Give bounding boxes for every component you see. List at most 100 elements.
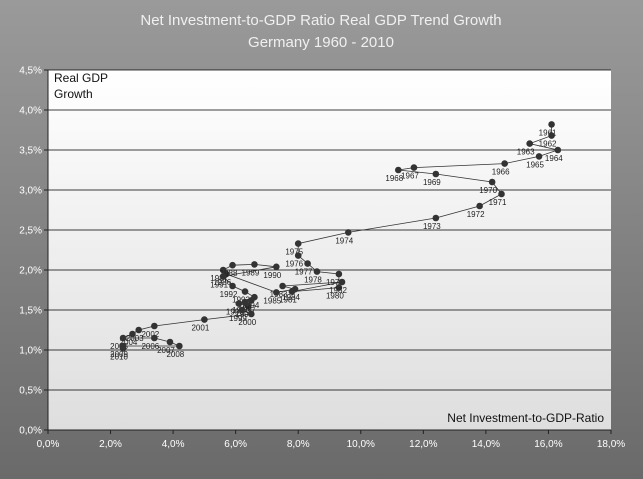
data-point-2010 (119, 345, 127, 352)
x-tick-label: 6,0% (224, 439, 247, 450)
data-point-1966 (501, 160, 508, 167)
data-point-2006 (151, 334, 158, 342)
point-label-1974: 1974 (335, 236, 353, 245)
y-tick-label: 2,0% (19, 266, 42, 277)
point-label-1962: 1962 (539, 140, 557, 149)
data-point-1990 (273, 263, 280, 271)
point-label-2006: 2006 (141, 342, 159, 351)
data-point-1993 (241, 288, 249, 295)
y-tick-label: 0,5% (19, 386, 42, 397)
point-label-1966: 1966 (492, 168, 510, 177)
point-label-1978: 1978 (304, 276, 322, 285)
data-point-1968 (395, 166, 402, 174)
point-label-1975: 1975 (285, 248, 303, 257)
data-point-1977 (304, 260, 311, 267)
y-axis-label-line-1: Real GDP (54, 71, 108, 85)
gridlines (44, 69, 612, 434)
point-label-1995: 1995 (226, 308, 244, 317)
y-tick-label: 2,5% (19, 226, 42, 237)
x-tick-label: 2,0% (99, 439, 122, 450)
point-label-1972: 1972 (467, 210, 485, 219)
data-point-2004 (129, 330, 136, 338)
data-point-1982 (338, 278, 346, 286)
data-point-1998 (241, 298, 249, 306)
data-point-1961 (548, 121, 555, 128)
x-tick-label: 18,0% (597, 439, 625, 450)
point-label-2010: 2010 (110, 352, 128, 361)
data-point-2000 (248, 310, 255, 318)
y-tick-label: 3,0% (19, 186, 42, 197)
plot-area (48, 70, 611, 430)
point-label-1987: 1987 (210, 274, 228, 283)
point-label-1984: 1984 (282, 293, 300, 302)
point-label-1968: 1968 (385, 174, 403, 183)
point-label-1996: 1996 (235, 310, 253, 319)
point-label-1976: 1976 (285, 260, 303, 269)
point-label-1992: 1992 (220, 290, 238, 299)
point-label-2002: 2002 (141, 330, 159, 339)
data-point-1970 (488, 178, 496, 186)
data-point-1980 (335, 284, 343, 291)
data-point-1978 (313, 268, 321, 275)
data-point-2002 (151, 322, 158, 330)
data-point-1997 (248, 297, 255, 304)
data-point-2001 (201, 316, 208, 323)
point-label-1982: 1982 (329, 286, 347, 295)
point-label-1970: 1970 (479, 186, 497, 195)
x-tick-label: 16,0% (534, 439, 562, 450)
y-tick-label: 3,5% (19, 146, 42, 157)
data-point-1965 (535, 153, 543, 160)
point-label-1991: 1991 (210, 280, 228, 289)
data-point-1985 (273, 289, 280, 296)
data-point-2005 (119, 334, 127, 342)
point-label-1961: 1961 (539, 128, 557, 137)
chart-title: Net Investment-to-GDP Ratio Real GDP Tre… (140, 12, 501, 29)
point-label-2000: 2000 (238, 318, 256, 327)
data-point-1963 (526, 140, 533, 147)
x-tick-label: 0,0% (37, 439, 60, 450)
point-label-1997: 1997 (238, 304, 256, 313)
data-point-1995 (235, 300, 243, 307)
point-label-2003: 2003 (126, 334, 144, 343)
data-point-1992 (229, 282, 236, 290)
x-tick-label: 8,0% (287, 439, 310, 450)
data-point-1975 (294, 240, 302, 247)
point-label-1963: 1963 (517, 148, 535, 157)
data-point-2008 (176, 342, 183, 350)
point-label-1965: 1965 (526, 160, 544, 169)
point-label-1989: 1989 (242, 268, 260, 277)
y-tick-label: 1,5% (19, 306, 42, 317)
y-tick-label: 4,0% (19, 106, 42, 117)
point-label-1967: 1967 (401, 172, 419, 181)
data-point-1974 (344, 229, 352, 236)
data-point-2003 (135, 326, 143, 334)
point-label-1993: 1993 (232, 296, 250, 305)
data-point-1971 (498, 190, 505, 198)
data-point-1987 (219, 266, 227, 274)
data-point-1976 (294, 252, 302, 259)
data-point-1984 (291, 285, 299, 293)
x-tick-labels: 0,0% 2,0% 4,0% 6,0% 8,0% 10,0% 12,0% 14,0% 16,0%… (37, 439, 626, 450)
point-label-1980: 1980 (326, 292, 344, 301)
point-label-1990: 1990 (263, 271, 281, 280)
point-label-2001: 2001 (191, 324, 209, 333)
point-label-1981: 1981 (279, 296, 297, 305)
x-tick-label: 14,0% (472, 439, 500, 450)
point-label-2008: 2008 (166, 350, 184, 359)
point-label-1964: 1964 (545, 154, 563, 163)
y-tick-label: 0,0% (19, 426, 42, 437)
chart-subtitle: Germany 1960 - 2010 (248, 34, 394, 51)
point-label-1971: 1971 (489, 198, 507, 207)
data-point-1973 (432, 214, 440, 222)
data-point-1964 (554, 146, 562, 154)
point-label-1979: 1979 (326, 278, 344, 287)
data-point-2007 (166, 338, 174, 346)
point-label-1969: 1969 (423, 178, 441, 187)
x-axis-label: Net Investment-to-GDP-Ratio (447, 411, 604, 425)
point-label-1985: 1985 (263, 296, 281, 305)
x-tick-label: 4,0% (162, 439, 185, 450)
data-point-1969 (432, 170, 440, 178)
